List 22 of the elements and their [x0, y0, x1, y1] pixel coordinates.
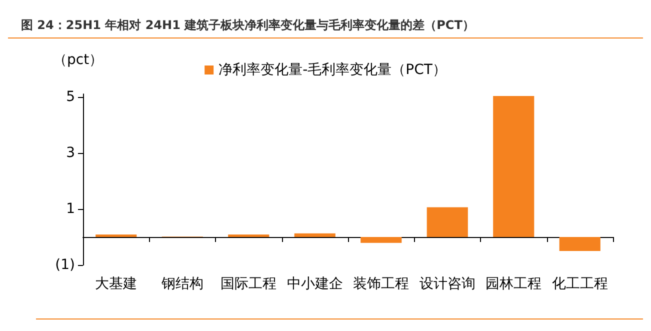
x-tick-label: 中小建企: [286, 276, 343, 292]
bar: [360, 236, 402, 243]
y-tick-label: (1): [55, 257, 75, 273]
bar: [294, 233, 336, 237]
y-tick-label: 1: [66, 200, 75, 217]
y-tick-label: 5: [66, 88, 75, 105]
bar: [559, 236, 600, 251]
x-tick-label: 化工工程: [552, 276, 608, 292]
legend-label: 净利率变化量-毛利率变化量（PCT）: [218, 62, 446, 78]
x-tick-label: 大基建: [95, 276, 138, 292]
x-tick-label: 园林工程: [486, 276, 542, 292]
bar: [96, 234, 137, 237]
bar: [426, 207, 468, 237]
y-axis-title: （pct）: [53, 52, 104, 68]
x-tick-label: 国际工程: [220, 276, 277, 292]
chart-title: 图 24：25H1 年相对 24H1 建筑子板块净利率变化量与毛利率变化量的差（PCT）: [21, 18, 474, 32]
bar: [493, 96, 534, 237]
y-tick-label: 3: [66, 144, 75, 161]
x-tick-label: 钢结构: [160, 276, 204, 292]
bar: [228, 234, 270, 237]
x-tick-label: 装饰工程: [353, 276, 410, 292]
x-tick-label: 设计咨询: [419, 276, 476, 292]
